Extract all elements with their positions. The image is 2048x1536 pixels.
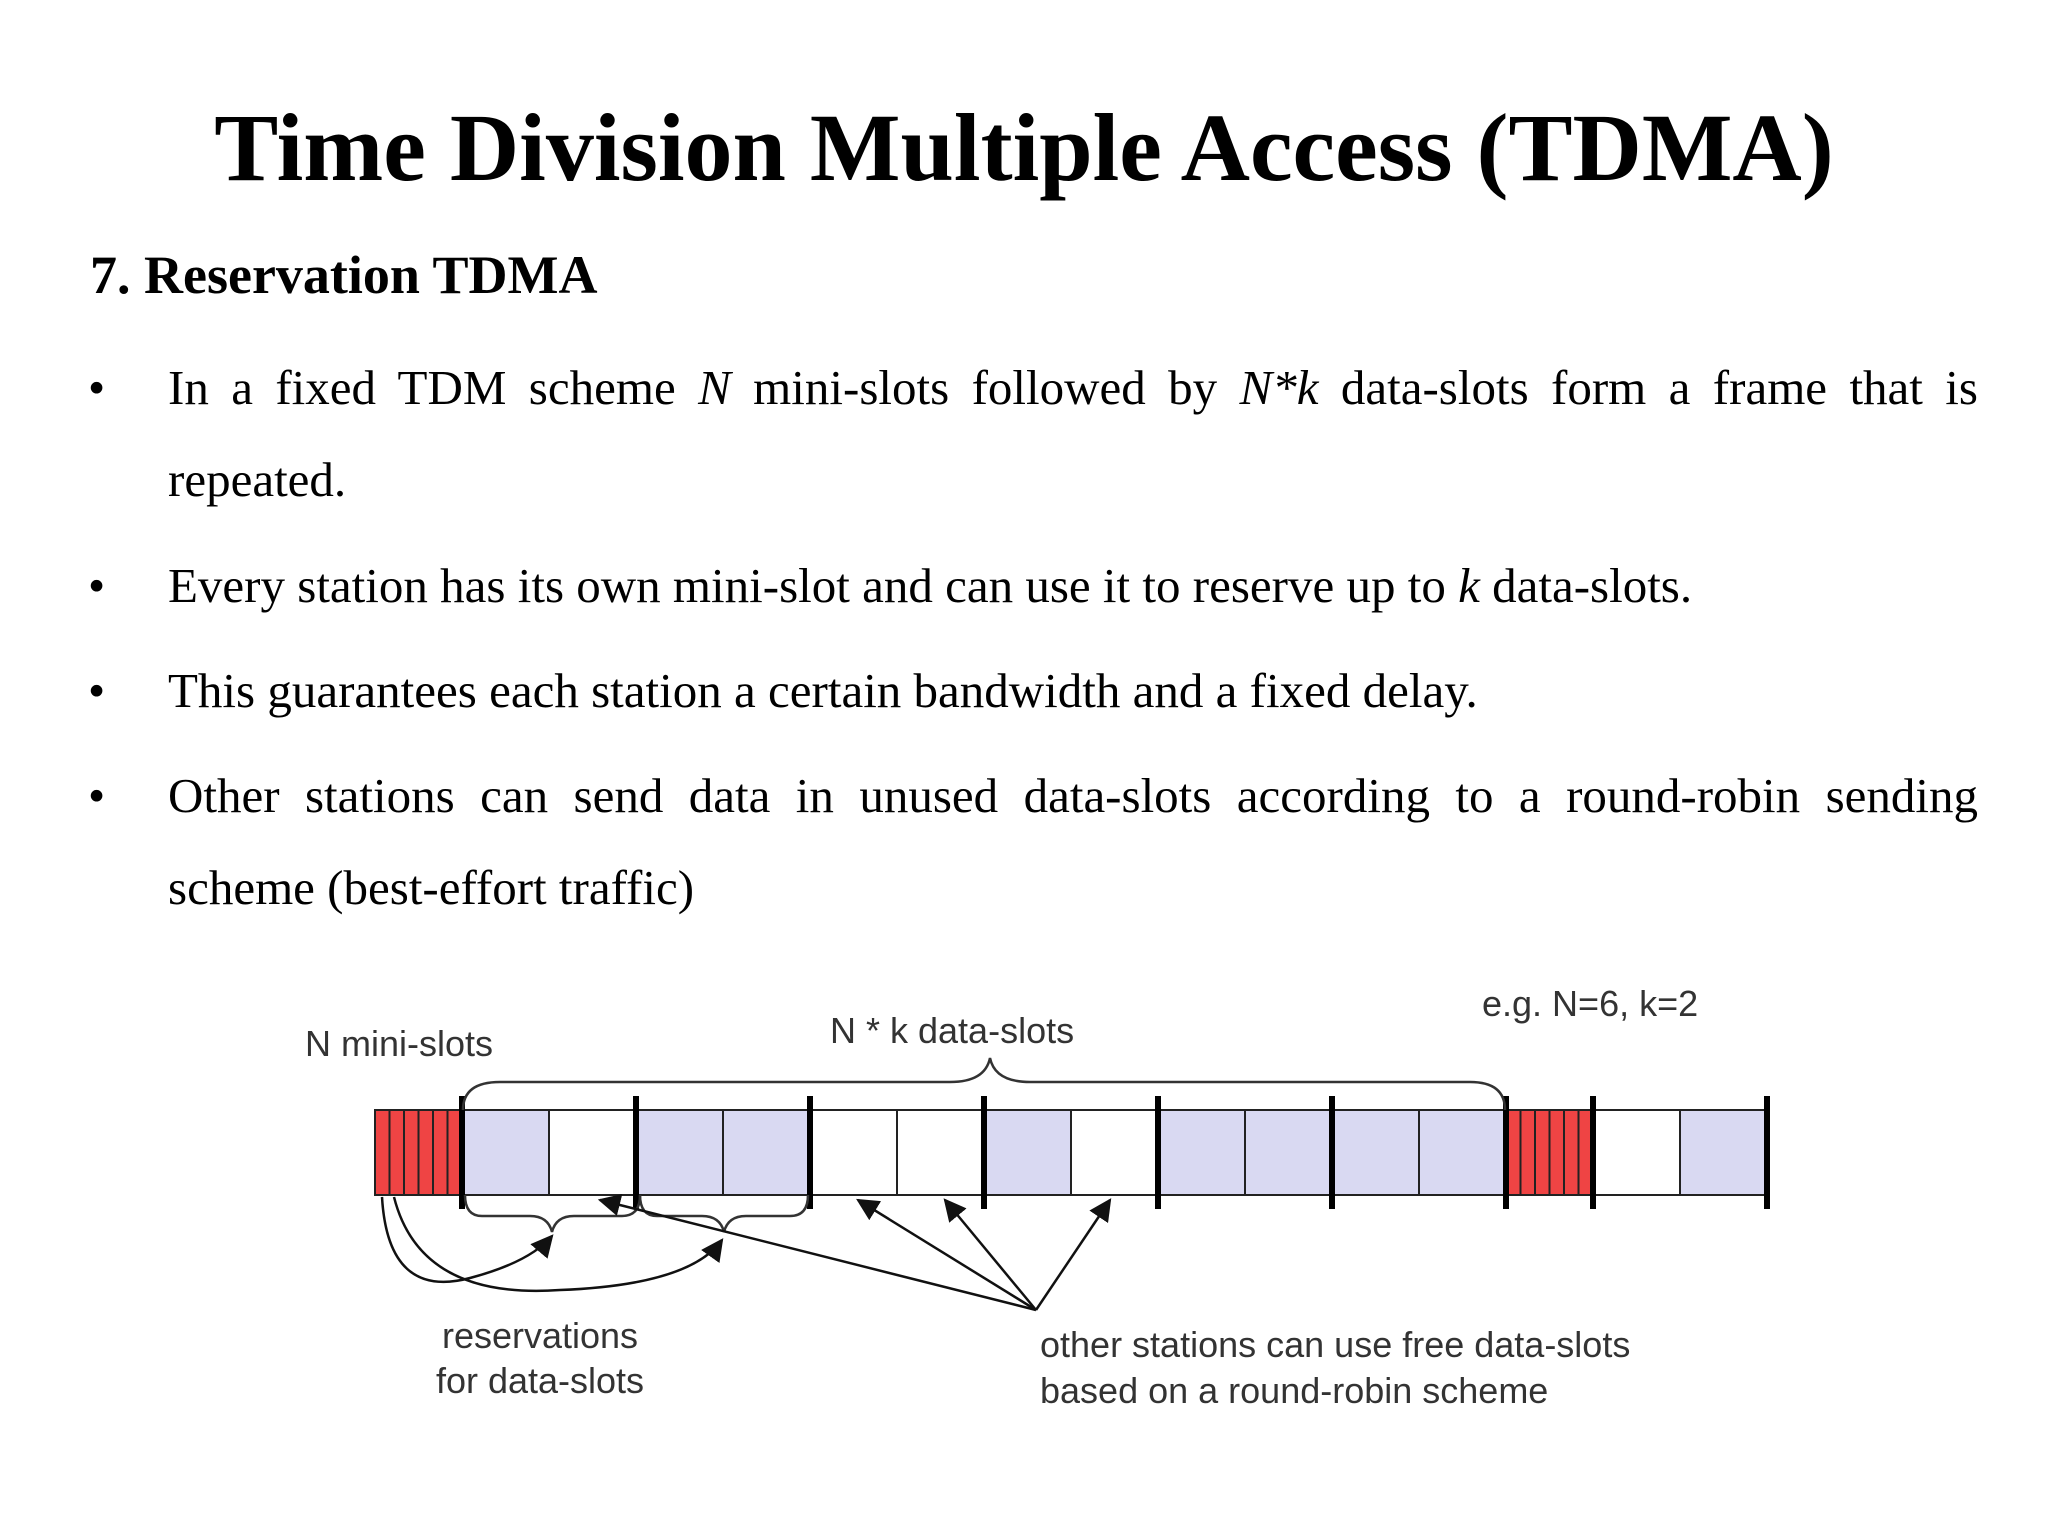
mini-slot (1563, 1109, 1580, 1196)
example-label: e.g. N=6, k=2 (1482, 983, 1698, 1024)
reservation-brace-right (638, 1194, 810, 1233)
reservation-arrow-2 (392, 1196, 724, 1293)
reserved-data-slot (722, 1109, 811, 1196)
mini-slot (374, 1109, 391, 1196)
bullet-item: Every station has its own mini-slot and … (88, 540, 1978, 632)
bullet-item: Other stations can send data in unused d… (88, 750, 1978, 934)
reservation-brace-left (463, 1194, 642, 1233)
mini-slot (1548, 1109, 1565, 1196)
reserved-data-slot (1679, 1109, 1768, 1196)
mini-slots-label: N mini-slots (305, 1023, 493, 1064)
bullet-italic-term: N*k (1239, 360, 1319, 415)
mini-slot (1519, 1109, 1536, 1196)
round-robin-arrow-1 (597, 1194, 1037, 1312)
free-data-slot (1592, 1109, 1681, 1196)
round-robin-arrow-4 (1034, 1198, 1112, 1311)
section-heading: 7. Reservation TDMA (90, 245, 598, 305)
free-data-slot (548, 1109, 637, 1196)
mini-slot (1534, 1109, 1551, 1196)
reserved-data-slot (983, 1109, 1072, 1196)
round-robin-label-line2: based on a round-robin scheme (1040, 1370, 1548, 1411)
slide-title: Time Division Multiple Access (TDMA) (214, 94, 1834, 201)
bullet-item: In a fixed TDM scheme N mini-slots follo… (88, 342, 1978, 526)
mini-slot (432, 1109, 449, 1196)
bullet-text: data-slots. (1479, 558, 1693, 613)
bullet-text: data-slots form a frame that is repeated… (168, 360, 1978, 507)
mini-slot (417, 1109, 434, 1196)
reserved-data-slot (1418, 1109, 1507, 1196)
reservations-label-line2: for data-slots (436, 1360, 644, 1401)
bullet-italic-term: N (698, 360, 731, 415)
round-robin-arrow-3 (943, 1198, 1037, 1311)
mini-slot (403, 1109, 420, 1196)
reserved-data-slot (635, 1109, 724, 1196)
bullet-text: mini-slots followed by (730, 360, 1240, 415)
reserved-data-slot (1244, 1109, 1333, 1196)
data-slots-brace (461, 1057, 1507, 1111)
free-data-slot (896, 1109, 985, 1196)
free-data-slot (809, 1109, 898, 1196)
reserved-data-slot (1157, 1109, 1246, 1196)
mini-slot (388, 1109, 405, 1196)
frame-dividers (459, 1096, 1770, 1209)
bullet-text: Every station has its own mini-slot and … (168, 558, 1459, 613)
round-robin-arrow-2 (856, 1198, 1037, 1312)
bullet-text: This guarantees each station a certain b… (168, 663, 1478, 718)
bullet-item: This guarantees each station a certain b… (88, 645, 1978, 737)
bullet-text: In a fixed TDM scheme (168, 360, 699, 415)
slot-strip (374, 1109, 1768, 1196)
reserved-data-slot (1331, 1109, 1420, 1196)
data-slots-label: N * k data-slots (830, 1010, 1074, 1051)
round-robin-label-line1: other stations can use free data-slots (1040, 1324, 1630, 1365)
reservations-label-line1: reservations (442, 1315, 638, 1356)
reserved-data-slot (461, 1109, 550, 1196)
free-data-slot (1070, 1109, 1159, 1196)
bullet-text: Other stations can send data in unused d… (168, 768, 1978, 915)
bullet-italic-term: k (1458, 558, 1480, 613)
